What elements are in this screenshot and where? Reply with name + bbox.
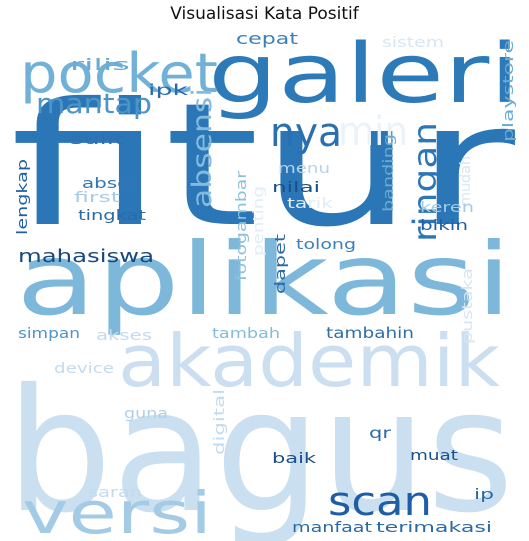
word-keren: keren xyxy=(420,200,474,216)
word-baik: baik xyxy=(272,451,317,467)
word-akademik: akademik xyxy=(118,319,500,403)
word-tolong: tolong xyxy=(296,237,356,253)
word-min: min xyxy=(338,109,408,155)
word-aplikasi: aplikasi xyxy=(16,221,512,338)
word-menu: menu xyxy=(278,161,330,177)
word-absensi: absensi xyxy=(187,88,218,208)
word-playstore: playstore xyxy=(501,40,517,142)
word-nilai: nilai xyxy=(272,180,320,196)
word-tambahin: tambahin xyxy=(326,324,414,342)
word-mantap: mantap xyxy=(36,87,152,120)
word-penting: penting xyxy=(251,186,267,256)
word-versi: versi xyxy=(22,479,212,541)
word-ip: ip xyxy=(474,487,494,503)
word-device: device xyxy=(54,361,114,377)
word-tingkat: tingkat xyxy=(78,208,147,224)
word-manfaat: manfaat xyxy=(292,520,373,536)
word-ringan: ringan xyxy=(406,122,444,242)
word-cepat: cepat xyxy=(236,29,298,48)
word-guna: guna xyxy=(124,406,168,422)
word-dapet: dapet xyxy=(273,233,289,294)
word-absen: absen xyxy=(82,176,142,192)
word-pustaka: pustaka xyxy=(460,268,476,344)
word-simpan: simpan xyxy=(18,326,80,342)
word-sistem: sistem xyxy=(382,35,444,51)
word-sulit: sulit xyxy=(70,130,124,148)
word-scan: scan xyxy=(328,479,432,525)
word-saran: saran xyxy=(88,485,142,501)
word-qr: qr xyxy=(369,424,392,442)
word-bikin: bikin xyxy=(420,218,468,234)
word-rilis: rilis xyxy=(70,55,130,74)
word-banding: banding xyxy=(381,134,397,212)
word-fitur: fitur xyxy=(10,67,515,265)
word-first: first xyxy=(74,190,121,206)
word-akses: akses xyxy=(96,328,152,344)
chart-title: Visualisasi Kata Positif xyxy=(170,4,359,24)
word-fotogambar: fotogambar xyxy=(234,171,250,281)
word-muat: muat xyxy=(410,448,459,464)
word-pocket: pocket xyxy=(20,42,218,105)
word-digital: digital xyxy=(212,389,228,455)
word-tambah: tambah xyxy=(212,326,280,342)
word-mudah: mudah xyxy=(458,156,474,206)
word-ipk: ipk xyxy=(148,81,189,99)
word-bagus: bagus xyxy=(6,353,514,541)
word-terimakasi: terimakasi xyxy=(376,520,492,536)
word-mahasiswa: mahasiswa xyxy=(18,246,154,267)
word-galeri: galeri xyxy=(208,27,520,122)
word-tarik: tarik xyxy=(287,196,334,212)
word-nya: nya xyxy=(270,110,342,156)
word-lengkap: lengkap xyxy=(15,159,31,235)
